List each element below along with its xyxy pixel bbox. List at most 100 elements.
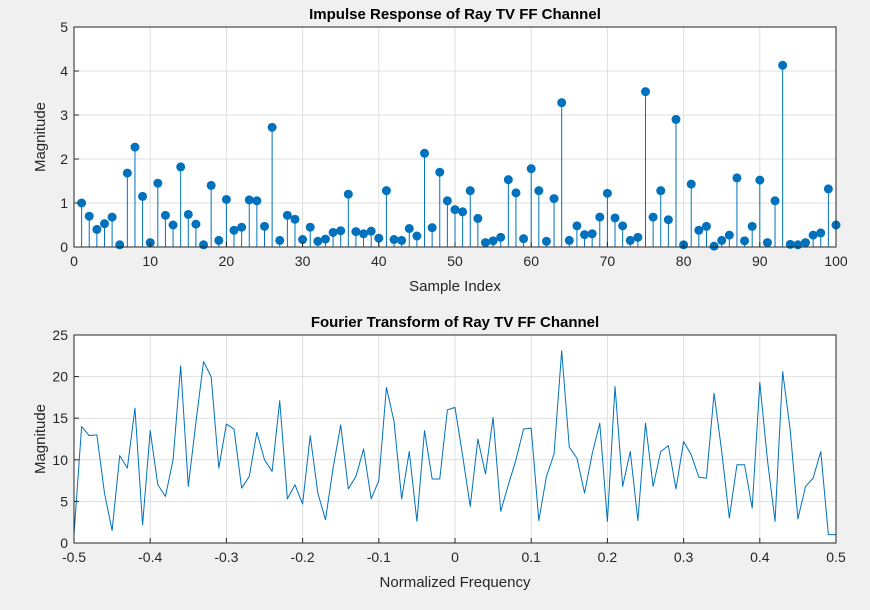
stem-marker	[641, 87, 650, 97]
impulse-tick-labels: 0 10 20 30 40 50 60 70 80 90 100 0 1 2 3 4 5	[60, 19, 848, 269]
stem-marker	[740, 236, 750, 246]
stem-marker	[336, 226, 346, 236]
stem-marker	[458, 207, 468, 217]
y-tick-label: 3	[60, 107, 68, 123]
stem-marker	[808, 230, 818, 240]
stem-marker	[298, 235, 308, 245]
stem-marker	[732, 173, 742, 183]
x-tick-label: 100	[824, 253, 848, 269]
x-tick-label: 20	[219, 253, 235, 269]
stem-marker	[801, 238, 811, 248]
x-tick-label: 30	[295, 253, 311, 269]
stem-marker	[663, 215, 673, 225]
stem-marker	[717, 235, 727, 245]
stem-marker	[389, 235, 399, 245]
stem-marker	[77, 198, 87, 208]
x-tick-label: 0.5	[826, 549, 846, 565]
stem-marker	[488, 236, 498, 246]
y-tick-label: 4	[60, 63, 68, 79]
stem-marker	[823, 184, 833, 194]
stem-marker	[176, 162, 186, 172]
x-tick-label: -0.4	[138, 549, 162, 565]
y-tick-label: 1	[60, 195, 68, 211]
stem-marker	[435, 167, 445, 177]
x-tick-label: 0	[70, 253, 78, 269]
x-tick-label: -0.1	[367, 549, 391, 565]
stem-marker	[366, 226, 376, 236]
stem-marker	[480, 238, 490, 248]
x-tick-label: 10	[142, 253, 158, 269]
x-tick-label: -0.3	[214, 549, 238, 565]
spectrum-series-line	[73, 350, 836, 536]
stem-marker	[519, 234, 529, 244]
stem-marker	[526, 164, 536, 174]
stem-marker	[465, 186, 475, 196]
stem-marker	[282, 210, 292, 220]
stem-marker	[572, 221, 582, 231]
stem-marker	[328, 227, 338, 237]
stem-marker	[115, 240, 125, 250]
x-tick-label: 60	[523, 253, 539, 269]
fourier-line	[73, 350, 836, 536]
impulse-chart-title: Impulse Response of Ray TV FF Channel	[309, 6, 601, 23]
stem-marker	[305, 222, 315, 232]
stem-marker	[206, 180, 216, 190]
stem-marker	[313, 236, 323, 246]
stem-marker	[420, 148, 430, 158]
stem-marker	[724, 230, 734, 240]
stem-marker	[747, 221, 757, 231]
stem-marker	[778, 60, 788, 70]
stem-marker	[656, 186, 666, 196]
y-tick-label: 0	[60, 239, 68, 255]
stem-marker	[290, 214, 300, 224]
x-tick-label: -0.2	[291, 549, 315, 565]
impulse-y-axis-label: Magnitude	[32, 102, 49, 172]
stem-marker	[793, 240, 803, 250]
x-tick-label: 50	[447, 253, 463, 269]
stem-marker	[351, 227, 361, 237]
x-tick-label: -0.5	[62, 549, 86, 565]
stem-marker	[541, 236, 551, 246]
impulse-response-axes: 0 10 20 30 40 50 60 70 80 90 100 0 1 2 3 4 5 Impulse Res…	[32, 6, 848, 295]
stem-marker	[816, 228, 826, 238]
x-tick-label: 0.3	[674, 549, 694, 565]
fourier-y-axis-label: Magnitude	[32, 404, 49, 474]
stem-marker	[770, 196, 780, 206]
fourier-transform-axes: -0.5 -0.4 -0.3 -0.2 -0.1 0 0.1 0.2 0.3 0.4 0.5 0 5 10…	[32, 314, 846, 591]
x-tick-label: 0.4	[750, 549, 770, 565]
y-tick-label: 5	[60, 19, 68, 35]
stem-marker	[618, 221, 628, 231]
y-tick-label: 5	[60, 493, 68, 509]
stem-marker	[648, 212, 658, 222]
stem-marker	[168, 220, 178, 230]
stem-marker	[557, 98, 567, 108]
stem-marker	[427, 223, 437, 233]
stem-marker	[107, 212, 117, 222]
y-tick-label: 25	[52, 327, 68, 343]
stem-marker	[587, 229, 597, 239]
stem-marker	[84, 211, 94, 221]
x-tick-label: 0.2	[598, 549, 618, 565]
y-tick-label: 20	[52, 369, 68, 385]
stem-marker	[580, 230, 590, 240]
stem-marker	[92, 224, 102, 234]
x-tick-label: 90	[752, 253, 768, 269]
stem-marker	[374, 233, 384, 243]
stem-marker	[503, 175, 513, 185]
stem-marker	[564, 235, 574, 245]
stem-marker	[701, 221, 711, 231]
stem-marker	[496, 232, 506, 242]
stem-marker	[473, 213, 483, 223]
stem-marker	[442, 196, 452, 206]
stem-marker	[762, 238, 772, 248]
stem-marker	[511, 188, 521, 198]
stem-marker	[625, 235, 635, 245]
stem-marker	[709, 241, 719, 251]
stem-marker	[252, 196, 262, 206]
x-tick-label: 70	[600, 253, 616, 269]
stem-marker	[275, 235, 285, 245]
stem-marker	[130, 142, 140, 152]
stem-marker	[397, 235, 407, 245]
impulse-x-axis-label: Sample Index	[409, 278, 501, 295]
